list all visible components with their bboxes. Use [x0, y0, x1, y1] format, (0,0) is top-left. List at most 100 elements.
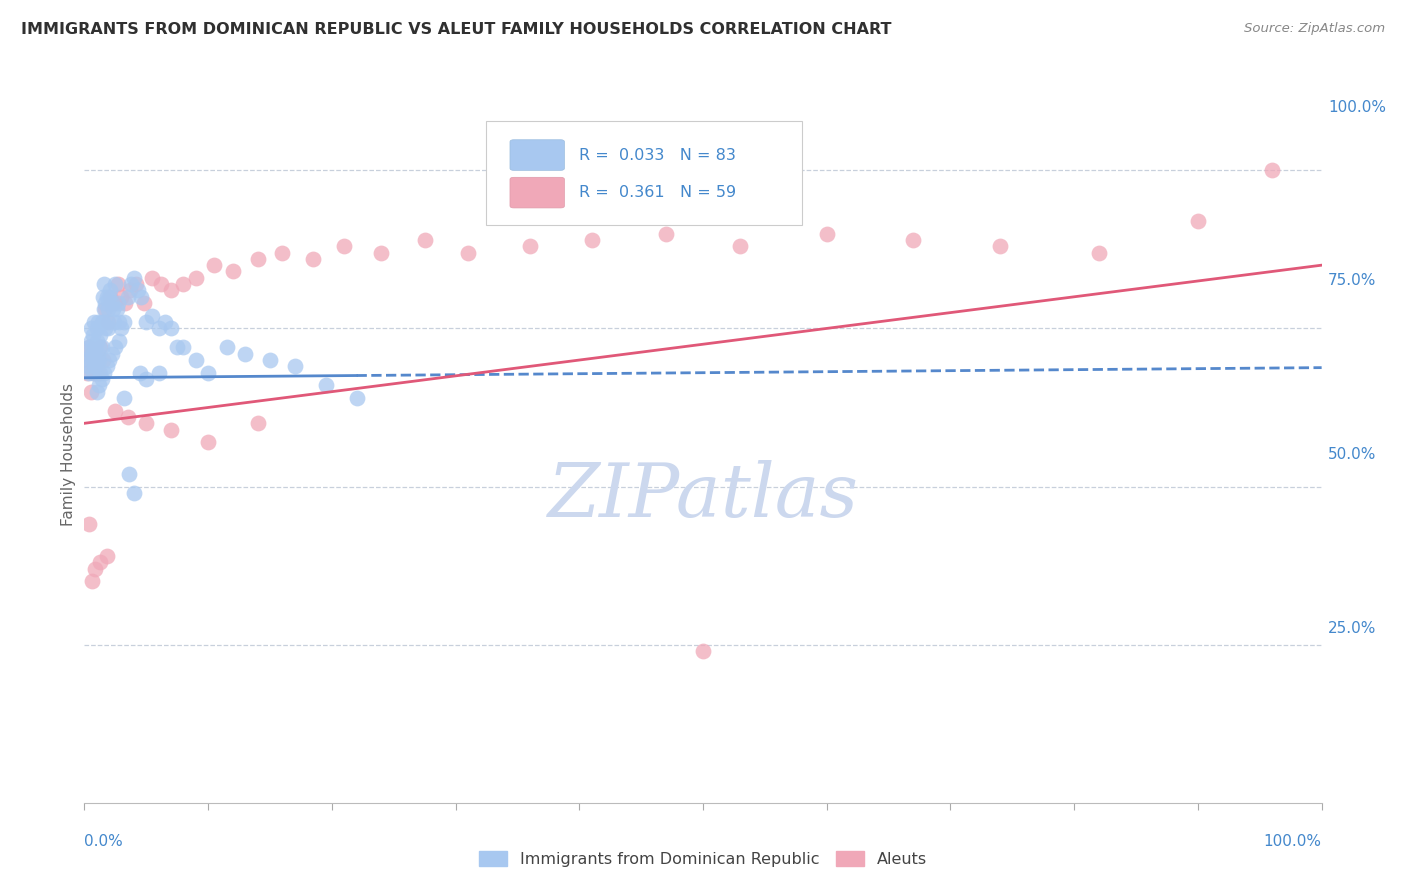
FancyBboxPatch shape	[510, 140, 564, 170]
Point	[129, 290, 152, 304]
Point	[519, 239, 541, 253]
Point	[84, 562, 107, 576]
Point	[89, 340, 111, 354]
Point	[77, 359, 100, 374]
Point	[112, 391, 135, 405]
Point	[988, 239, 1011, 253]
Point	[259, 353, 281, 368]
Point	[104, 277, 127, 292]
Point	[91, 315, 114, 329]
Point	[90, 372, 112, 386]
Point	[125, 277, 148, 292]
Point	[86, 366, 108, 380]
Point	[80, 347, 103, 361]
Point	[87, 347, 110, 361]
Point	[141, 270, 163, 285]
Point	[96, 290, 118, 304]
Point	[94, 302, 117, 317]
Point	[100, 347, 122, 361]
Point	[82, 366, 104, 380]
Point	[103, 296, 125, 310]
Point	[129, 366, 152, 380]
Point	[197, 366, 219, 380]
Point	[333, 239, 356, 253]
Text: 50.0%: 50.0%	[1327, 448, 1376, 462]
Point	[82, 347, 104, 361]
Point	[87, 315, 110, 329]
Point	[172, 277, 194, 292]
Text: R =  0.361   N = 59: R = 0.361 N = 59	[579, 186, 737, 200]
Point	[122, 270, 145, 285]
Point	[80, 340, 103, 354]
Point	[82, 359, 104, 374]
Point	[107, 277, 129, 292]
Point	[1187, 214, 1209, 228]
Point	[80, 353, 103, 368]
Point	[118, 467, 141, 481]
Point	[160, 423, 183, 437]
Point	[120, 277, 142, 292]
Point	[91, 353, 114, 368]
Point	[581, 233, 603, 247]
Point	[132, 296, 155, 310]
Point	[1261, 163, 1284, 178]
Point	[79, 384, 101, 399]
Point	[79, 334, 101, 348]
Point	[96, 549, 118, 563]
Point	[76, 366, 98, 380]
Point	[135, 315, 157, 329]
Point	[160, 321, 183, 335]
Text: Source: ZipAtlas.com: Source: ZipAtlas.com	[1244, 22, 1385, 36]
Point	[413, 233, 436, 247]
Point	[104, 403, 127, 417]
Point	[166, 340, 188, 354]
Point	[83, 366, 105, 380]
Point	[120, 284, 142, 298]
Point	[87, 353, 110, 368]
Point	[903, 233, 925, 247]
Point	[107, 296, 129, 310]
Point	[370, 245, 392, 260]
Point	[215, 340, 238, 354]
Point	[98, 290, 121, 304]
Point	[135, 372, 157, 386]
Point	[315, 378, 337, 392]
Point	[97, 321, 120, 335]
Point	[117, 290, 139, 304]
Point	[80, 574, 103, 589]
Point	[197, 435, 219, 450]
Point	[104, 340, 127, 354]
Point	[100, 296, 122, 310]
Point	[98, 353, 121, 368]
Point	[89, 366, 111, 380]
Point	[84, 359, 107, 374]
Point	[89, 353, 111, 368]
FancyBboxPatch shape	[510, 178, 564, 208]
Point	[93, 277, 115, 292]
Point	[148, 321, 170, 335]
Legend: Immigrants from Dominican Republic, Aleuts: Immigrants from Dominican Republic, Aleu…	[472, 845, 934, 873]
Point	[84, 353, 107, 368]
Point	[77, 353, 100, 368]
Point	[184, 270, 207, 285]
Point	[692, 644, 714, 658]
Point	[271, 245, 294, 260]
Point	[90, 340, 112, 354]
Point	[114, 296, 136, 310]
Point	[98, 290, 121, 304]
Point	[83, 353, 105, 368]
Point	[79, 321, 101, 335]
Text: R =  0.033   N = 83: R = 0.033 N = 83	[579, 147, 737, 162]
Point	[84, 340, 107, 354]
Point	[246, 417, 269, 431]
Y-axis label: Family Households: Family Households	[60, 384, 76, 526]
Point	[184, 353, 207, 368]
Point	[655, 227, 678, 241]
Point	[108, 334, 131, 348]
Point	[127, 284, 149, 298]
Point	[79, 340, 101, 354]
Point	[97, 315, 120, 329]
Point	[86, 353, 108, 368]
Point	[96, 359, 118, 374]
Point	[150, 277, 173, 292]
